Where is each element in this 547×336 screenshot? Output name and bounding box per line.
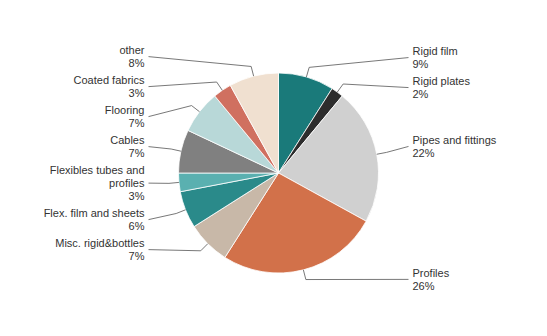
svg-text:other8%: other8%: [119, 44, 144, 69]
svg-text:Pipes and fittings22%: Pipes and fittings22%: [413, 134, 497, 159]
svg-text:Cables7%: Cables7%: [110, 134, 145, 159]
svg-text:Rigid film9%: Rigid film9%: [413, 45, 458, 70]
svg-text:Rigid plates2%: Rigid plates2%: [413, 75, 471, 100]
svg-text:Flexibles tubes andprofiles3%: Flexibles tubes andprofiles3%: [50, 164, 145, 202]
svg-text:Misc. rigid&bottles7%: Misc. rigid&bottles7%: [55, 237, 145, 262]
svg-text:Flooring7%: Flooring7%: [105, 104, 145, 129]
svg-text:Flex. film and sheets6%: Flex. film and sheets6%: [44, 207, 145, 232]
svg-text:Coated fabrics3%: Coated fabrics3%: [74, 74, 145, 99]
svg-text:Profiles26%: Profiles26%: [413, 267, 450, 292]
